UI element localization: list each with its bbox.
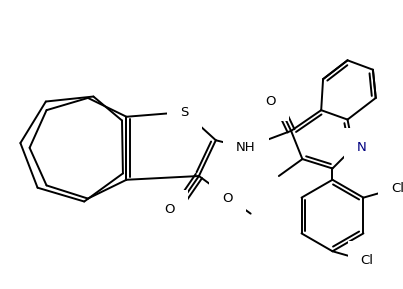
Text: S: S [181, 105, 189, 118]
Text: O: O [164, 203, 174, 216]
Text: O: O [266, 95, 276, 108]
Text: Cl: Cl [361, 254, 374, 267]
Text: N: N [357, 141, 367, 154]
Text: Cl: Cl [392, 182, 403, 195]
Text: NH: NH [236, 141, 256, 154]
Text: O: O [222, 192, 233, 205]
